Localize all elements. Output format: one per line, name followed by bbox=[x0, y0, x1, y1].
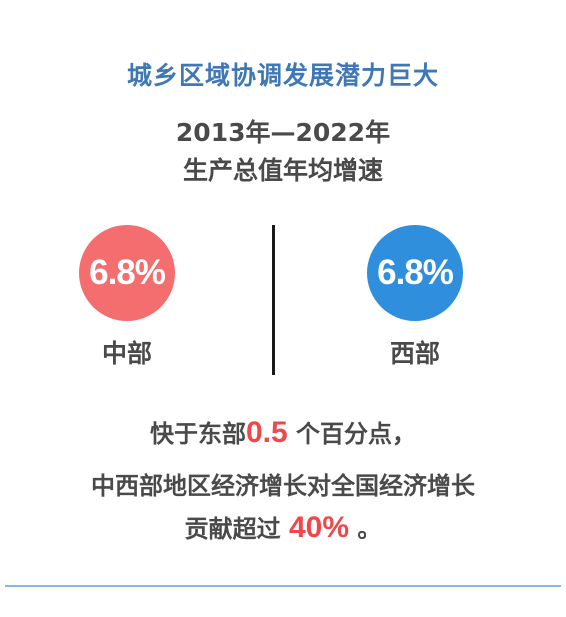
period-label: 2013年—2022年 bbox=[175, 118, 391, 147]
summary-line-3-prefix: 贡献超过 bbox=[184, 515, 281, 543]
summary-line-2: 中西部地区经济增长对全国经济增长 bbox=[91, 472, 475, 500]
vertical-divider bbox=[272, 225, 275, 375]
summary-line-3-suffix: 。 bbox=[357, 515, 382, 543]
gap-highlight: 0.5 bbox=[245, 416, 288, 449]
central-region-value: 6.8% bbox=[89, 253, 166, 292]
western-region-value: 6.8% bbox=[377, 253, 454, 292]
summary-line-1: 快于东部0.5 个百分点， bbox=[0, 414, 566, 450]
contribution-highlight: 40% bbox=[288, 511, 350, 544]
summary-line-1-prefix: 快于东部 bbox=[149, 420, 246, 448]
infographic-title: 城乡区域协调发展潜力巨大 bbox=[126, 61, 439, 90]
central-region-value-circle: 6.8% bbox=[79, 225, 175, 321]
metric-label: 生产总值年均增速 bbox=[182, 156, 383, 185]
summary-line-3: 贡献超过 40% 。 bbox=[0, 509, 566, 545]
summary-line-1-suffix: 个百分点， bbox=[296, 420, 417, 448]
western-region-value-circle: 6.8% bbox=[367, 225, 463, 321]
western-region-label: 西部 bbox=[389, 339, 440, 368]
central-region-label: 中部 bbox=[101, 339, 152, 368]
bottom-divider bbox=[5, 585, 561, 587]
